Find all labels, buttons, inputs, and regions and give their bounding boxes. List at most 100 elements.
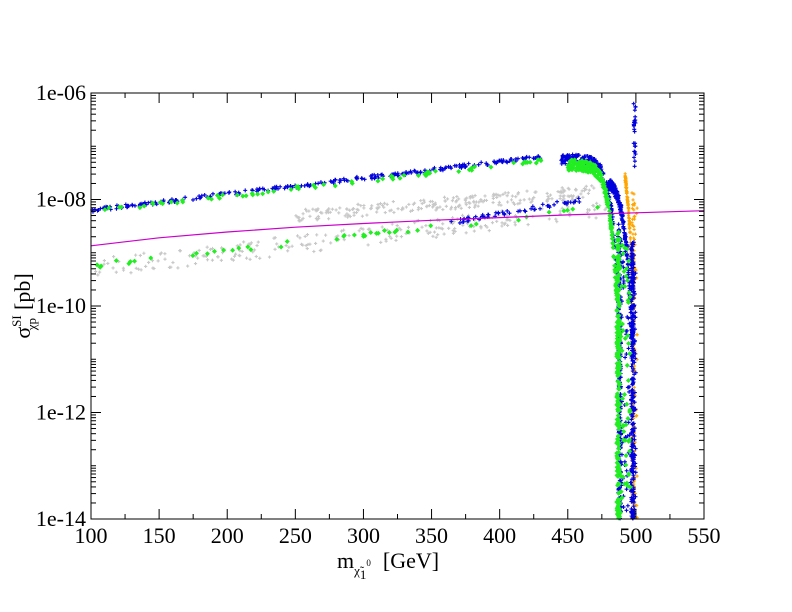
blue-point — [633, 271, 638, 276]
blue-point — [523, 209, 528, 214]
gray-point — [516, 192, 520, 196]
blue-point — [202, 192, 207, 197]
blue-point — [629, 364, 634, 369]
gray-point — [151, 266, 155, 270]
gray-point — [419, 206, 423, 211]
gray-point — [468, 201, 472, 205]
blue-point — [631, 430, 636, 435]
green-point — [245, 244, 251, 250]
gray-point — [345, 212, 349, 216]
gray-point — [556, 189, 560, 194]
green-point — [243, 193, 249, 199]
gray-point — [428, 230, 432, 234]
blue-point — [227, 190, 232, 195]
blue-point — [614, 196, 619, 201]
green-point — [626, 340, 632, 346]
orange-point — [632, 385, 636, 389]
gray-point — [324, 233, 328, 237]
blue-point — [622, 459, 627, 464]
green-point — [602, 190, 608, 196]
gray-point — [342, 228, 346, 232]
gray-point — [308, 242, 312, 246]
blue-point — [630, 377, 635, 382]
blue-point — [626, 316, 631, 321]
gray-point — [375, 207, 380, 211]
blue-point — [282, 186, 287, 191]
gray-point — [220, 251, 225, 255]
orange-point — [624, 183, 628, 187]
green-point — [570, 163, 576, 169]
blue-point — [632, 434, 637, 439]
gray-point — [594, 216, 598, 220]
gray-point — [395, 234, 399, 238]
gray-point — [479, 199, 483, 203]
gray-point — [500, 224, 504, 228]
gray-point — [449, 207, 453, 211]
blue-point — [630, 490, 635, 495]
gray-point — [449, 205, 454, 209]
green-point — [271, 188, 277, 194]
gray-point — [573, 187, 578, 191]
gray-point — [336, 234, 340, 238]
green-point — [625, 300, 631, 306]
green-point — [591, 166, 597, 172]
orange-point — [623, 174, 627, 178]
gray-point — [366, 243, 370, 247]
blue-point — [633, 141, 638, 146]
blue-point — [621, 505, 626, 510]
green-point — [618, 333, 624, 339]
blue-point — [630, 361, 635, 366]
blue-point — [485, 162, 490, 167]
green-point — [622, 283, 628, 289]
blue-point — [629, 255, 634, 260]
gray-point — [290, 244, 294, 248]
gray-point — [595, 201, 599, 205]
green-point — [616, 362, 622, 368]
blue-point — [476, 162, 481, 167]
gray-point — [347, 233, 351, 238]
blue-point — [142, 200, 147, 205]
green-point — [627, 409, 633, 415]
gray-point — [231, 258, 235, 262]
blue-point — [497, 158, 502, 163]
gray-point — [248, 242, 252, 247]
gray-point — [348, 214, 352, 219]
blue-point — [625, 503, 630, 508]
green-point — [179, 197, 185, 203]
blue-point — [494, 161, 499, 166]
blue-point — [123, 202, 128, 207]
green-point — [614, 368, 620, 374]
gray-point — [219, 258, 223, 262]
green-point — [579, 165, 585, 171]
green-point — [255, 191, 261, 197]
gray-point — [205, 245, 209, 249]
gray-point — [382, 205, 386, 209]
blue-point — [191, 197, 196, 202]
blue-point — [624, 508, 629, 513]
gray-point — [516, 202, 520, 206]
gray-point — [561, 194, 565, 198]
gray-point — [196, 256, 200, 260]
blue-point — [625, 252, 630, 257]
gray-point — [502, 222, 507, 226]
gray-point — [518, 198, 522, 202]
gray-point — [409, 209, 413, 213]
green-point — [621, 437, 627, 443]
blue-point — [360, 176, 365, 181]
gray-point — [490, 221, 495, 225]
blue-point — [624, 487, 629, 492]
gray-point — [308, 214, 312, 218]
gray-point — [178, 248, 182, 253]
gray-point — [499, 203, 503, 207]
green-point — [127, 259, 133, 265]
blue-point — [454, 163, 459, 168]
gray-point — [388, 209, 392, 213]
gray-point — [505, 200, 510, 204]
gray-point — [134, 266, 138, 270]
gray-point — [603, 208, 607, 212]
orange-point — [625, 197, 629, 201]
gray-point — [525, 189, 529, 193]
gray-point — [210, 258, 215, 262]
green-point — [468, 223, 474, 229]
gray-point — [301, 212, 305, 216]
